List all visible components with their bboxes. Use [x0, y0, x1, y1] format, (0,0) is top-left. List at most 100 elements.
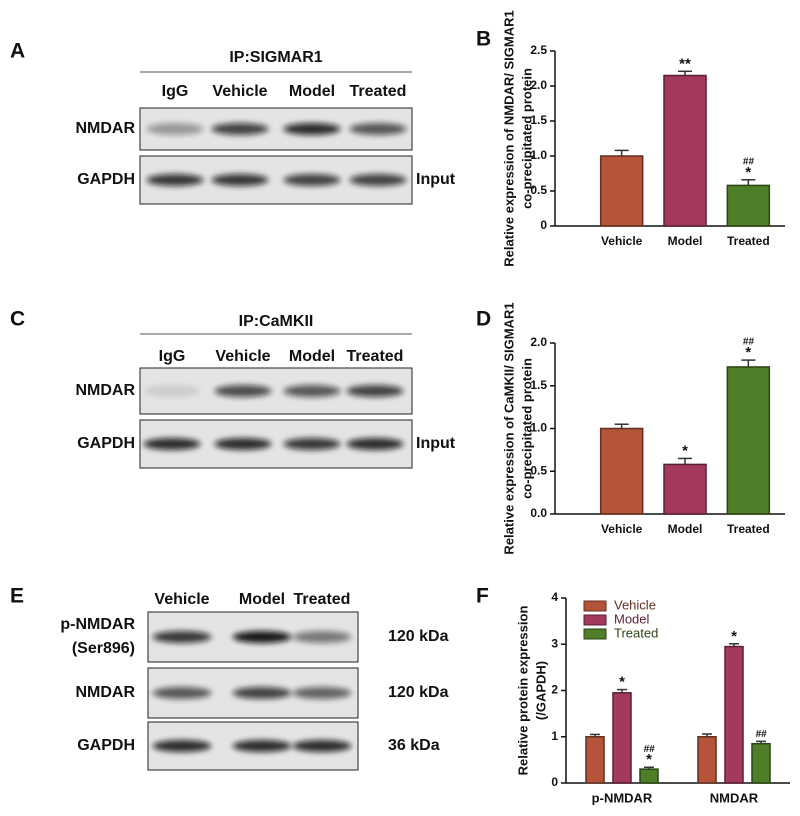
blot-band — [214, 385, 272, 397]
side-label: Input — [416, 171, 456, 188]
lane-label: IgG — [159, 348, 186, 365]
significance: * — [745, 344, 751, 361]
blot-band — [152, 631, 212, 643]
blot-band — [211, 123, 269, 135]
blot-band — [349, 174, 407, 186]
y-tick-label: 1 — [551, 729, 558, 743]
blot-band — [146, 123, 204, 135]
bar — [663, 463, 707, 515]
blot-band — [214, 438, 272, 450]
row-label: NMDAR — [75, 684, 135, 701]
blot-band — [292, 687, 352, 699]
panel-letter: D — [476, 308, 491, 331]
x-tick-label: Vehicle — [601, 234, 643, 248]
blot-band — [232, 740, 292, 752]
panel-letter: E — [10, 585, 24, 608]
blot-band — [146, 174, 204, 186]
blot-band — [349, 123, 407, 135]
lane-label: Vehicle — [215, 348, 270, 365]
y-tick-label: 0.5 — [530, 463, 547, 477]
side-label: Input — [416, 435, 456, 452]
lane-label: Treated — [347, 348, 404, 365]
x-tick-label: Treated — [727, 522, 770, 536]
significance: ## — [755, 729, 767, 740]
blot-band — [143, 385, 201, 397]
y-axis-label: (/GAPDH) — [533, 661, 548, 720]
blot-band — [283, 123, 341, 135]
y-tick-label: 4 — [551, 590, 558, 604]
significance: * — [646, 751, 652, 768]
lane-label: Vehicle — [154, 591, 209, 608]
blot-band — [143, 438, 201, 450]
y-axis-label: Relative expression of NMDAR/ SIGMAR1 — [501, 10, 516, 266]
row-label: NMDAR — [75, 382, 135, 399]
significance: ** — [679, 55, 691, 72]
significance: * — [682, 442, 688, 459]
y-axis-label: Relative protein expression — [515, 606, 530, 776]
bar — [599, 155, 644, 227]
significance: ## — [743, 156, 755, 167]
significance: * — [745, 164, 751, 181]
blot-band — [346, 438, 404, 450]
row-label: GAPDH — [77, 737, 135, 754]
panel-letter: C — [10, 308, 25, 331]
blot-band — [283, 174, 341, 186]
bar — [724, 645, 744, 784]
y-tick-label: 2 — [551, 683, 558, 697]
y-tick-label: 0.0 — [530, 506, 547, 520]
lane-label: Vehicle — [212, 83, 267, 100]
y-tick-label: 3 — [551, 636, 558, 650]
side-label: 120 kDa — [388, 628, 449, 645]
y-tick-label: 1.5 — [530, 378, 547, 392]
blot-band — [346, 385, 404, 397]
blot-band — [232, 687, 292, 699]
row-label: NMDAR — [75, 120, 135, 137]
y-tick-label: 1.0 — [530, 421, 547, 435]
legend-label: Model — [614, 611, 650, 626]
y-tick-label: 0.5 — [530, 183, 547, 197]
significance: * — [731, 628, 737, 645]
x-tick-label: NMDAR — [710, 790, 759, 805]
bar — [751, 742, 771, 784]
blot-band — [292, 631, 352, 643]
lane-label: Model — [289, 83, 335, 100]
row-label: GAPDH — [77, 435, 135, 452]
legend-label: Treated — [614, 625, 658, 640]
row-label: (Ser896) — [72, 640, 135, 657]
significance: * — [619, 674, 625, 691]
y-axis-label: co-precipitated protein — [519, 68, 534, 209]
side-label: 120 kDa — [388, 684, 449, 701]
blot-band — [232, 631, 292, 643]
legend-swatch — [583, 628, 607, 640]
blot-band — [283, 438, 341, 450]
y-tick-label: 0 — [540, 218, 547, 232]
row-label: p-NMDAR — [60, 616, 135, 633]
blot-band — [152, 740, 212, 752]
blot-title: IP:SIGMAR1 — [229, 49, 322, 66]
blot-band — [211, 174, 269, 186]
legend-swatch — [583, 614, 607, 626]
lane-label: Treated — [294, 591, 351, 608]
bar — [599, 427, 644, 515]
x-tick-label: Vehicle — [601, 522, 643, 536]
y-axis-label: co-precipitated protein — [519, 358, 534, 499]
lane-label: Model — [289, 348, 335, 365]
bar — [639, 768, 659, 784]
blot-band — [283, 385, 341, 397]
y-tick-label: 2.5 — [530, 43, 547, 57]
side-label: 36 kDa — [388, 737, 440, 754]
lane-label: Treated — [350, 83, 407, 100]
blot-title: IP:CaMKII — [239, 313, 314, 330]
bar — [612, 692, 632, 784]
legend-label: Vehicle — [614, 597, 656, 612]
y-tick-label: 0 — [551, 775, 558, 789]
bar — [663, 74, 707, 227]
lane-label: IgG — [162, 83, 189, 100]
bar — [697, 736, 717, 784]
significance: ## — [743, 337, 755, 348]
row-label: GAPDH — [77, 171, 135, 188]
y-tick-label: 2.0 — [530, 78, 547, 92]
x-tick-label: Treated — [727, 234, 770, 248]
bar — [726, 184, 771, 227]
